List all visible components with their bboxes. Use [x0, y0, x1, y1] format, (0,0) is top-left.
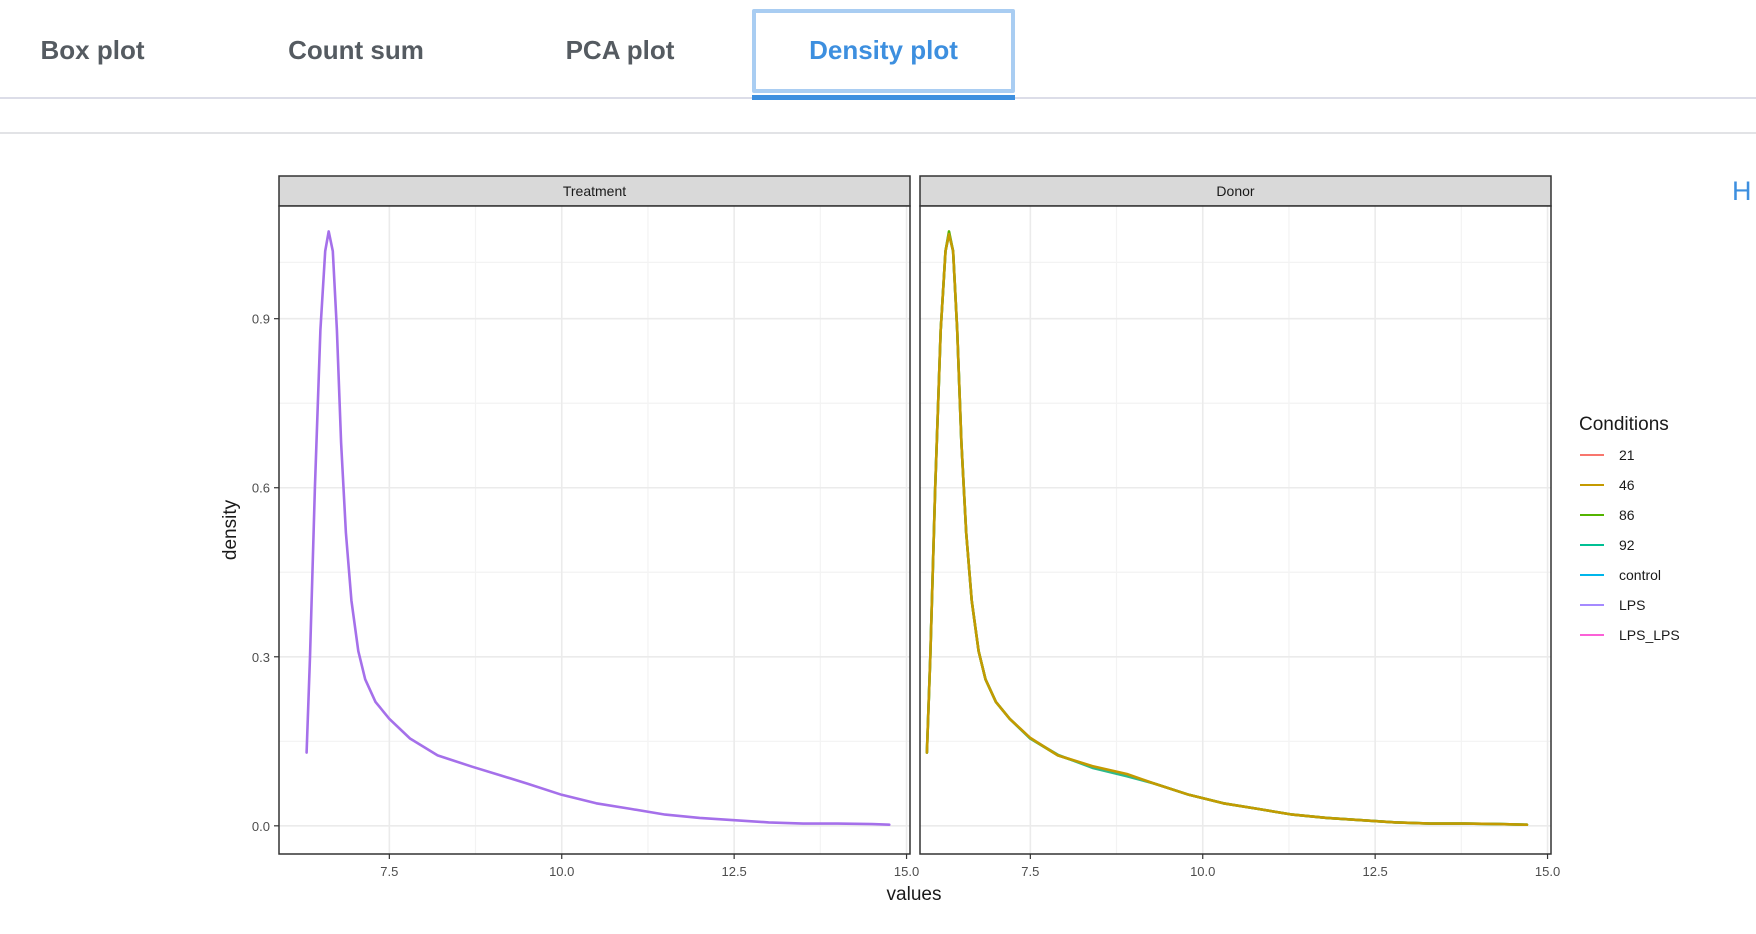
panel-title: Donor — [1216, 183, 1254, 199]
panel-background — [920, 206, 1551, 854]
panel-0: Treatment 7.5 10.0 12.5 15.0 0.0 0.3 0.6 0.9 — [252, 175, 919, 879]
panel-background — [279, 206, 910, 854]
panel-1: Donor 7.5 10.0 12.5 15.0 — [919, 175, 1560, 879]
x-tick-label: 10.0 — [1190, 864, 1215, 879]
legend-label-LPS: LPS — [1619, 597, 1645, 613]
y-tick-label: 0.9 — [252, 312, 270, 327]
legend-title: Conditions — [1579, 414, 1669, 435]
tab-bar: Box plot Count sum PCA plot Density plot — [0, 0, 1756, 100]
x-tick-label: 15.0 — [1535, 864, 1560, 879]
panel-strip — [919, 175, 1552, 207]
x-tick-label: 10.0 — [549, 864, 574, 879]
y-tick-label: 0.3 — [252, 650, 270, 665]
legend: Conditions 21 46 86 92 control LPS LPS_LPS — [1579, 414, 1680, 643]
active-tab-indicator — [752, 95, 1015, 100]
x-tick-label: 15.0 — [894, 864, 919, 879]
tab-density-plot-label: Density plot — [809, 34, 958, 65]
legend-label-21: 21 — [1619, 447, 1635, 463]
tab-count-sum-label: Count sum — [288, 34, 424, 65]
tab-pca-plot[interactable]: PCA plot — [520, 0, 720, 100]
x-tick-label: 12.5 — [721, 864, 746, 879]
series-line-46 — [925, 232, 1529, 826]
x-tick-label: 7.5 — [380, 864, 398, 879]
y-axis-label: density — [220, 499, 241, 560]
x-tick-label: 12.5 — [1362, 864, 1387, 879]
legend-label-92: 92 — [1619, 537, 1635, 553]
truncated-right-text: H — [1732, 176, 1752, 206]
panel-border — [919, 205, 1552, 855]
y-tick-label: 0.6 — [252, 481, 270, 496]
x-axis-label: values — [887, 884, 942, 905]
tab-density-plot[interactable]: Density plot — [752, 0, 1015, 100]
content-divider — [0, 132, 1756, 134]
series-line-LPS — [305, 230, 891, 826]
legend-label-46: 46 — [1619, 477, 1635, 493]
legend-label-control: control — [1619, 567, 1661, 583]
legend-label-86: 86 — [1619, 507, 1635, 523]
tab-box-plot[interactable]: Box plot — [0, 0, 185, 100]
legend-label-LPS_LPS: LPS_LPS — [1619, 627, 1680, 643]
tab-pca-plot-label: PCA plot — [565, 34, 675, 65]
tab-focus-ring — [752, 9, 1015, 93]
panel-border — [278, 205, 911, 855]
tab-box-plot-label: Box plot — [40, 34, 145, 65]
y-tick-label: 0.0 — [252, 819, 270, 834]
x-tick-label: 7.5 — [1021, 864, 1039, 879]
tab-count-sum[interactable]: Count sum — [240, 0, 472, 100]
panel-title: Treatment — [563, 183, 626, 199]
